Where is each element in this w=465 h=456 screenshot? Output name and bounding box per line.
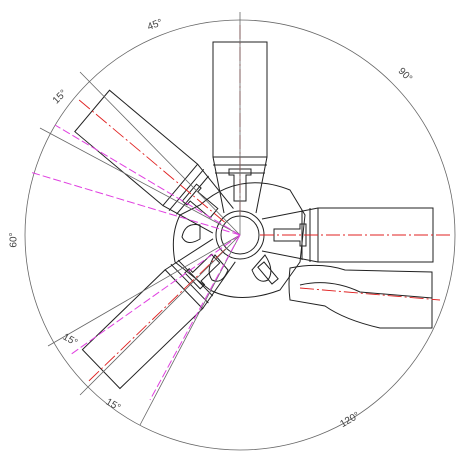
angle-label: 45° [146,17,164,33]
angle-label: 120° [338,410,361,430]
angle-label: 90° [396,66,414,84]
angle-label: 15° [104,397,123,414]
arm-right [260,208,450,262]
arm-lower-left [70,229,244,400]
curved-bracket [289,265,440,328]
arm-upper-left [62,79,242,242]
dimension-lines [30,12,240,425]
angle-label: 15° [61,332,80,349]
drawing: 45° 90° 15° 60° 15° 15° 120° [0,0,465,456]
angle-label: 60° [9,232,20,247]
angle-label: 15° [51,88,69,106]
